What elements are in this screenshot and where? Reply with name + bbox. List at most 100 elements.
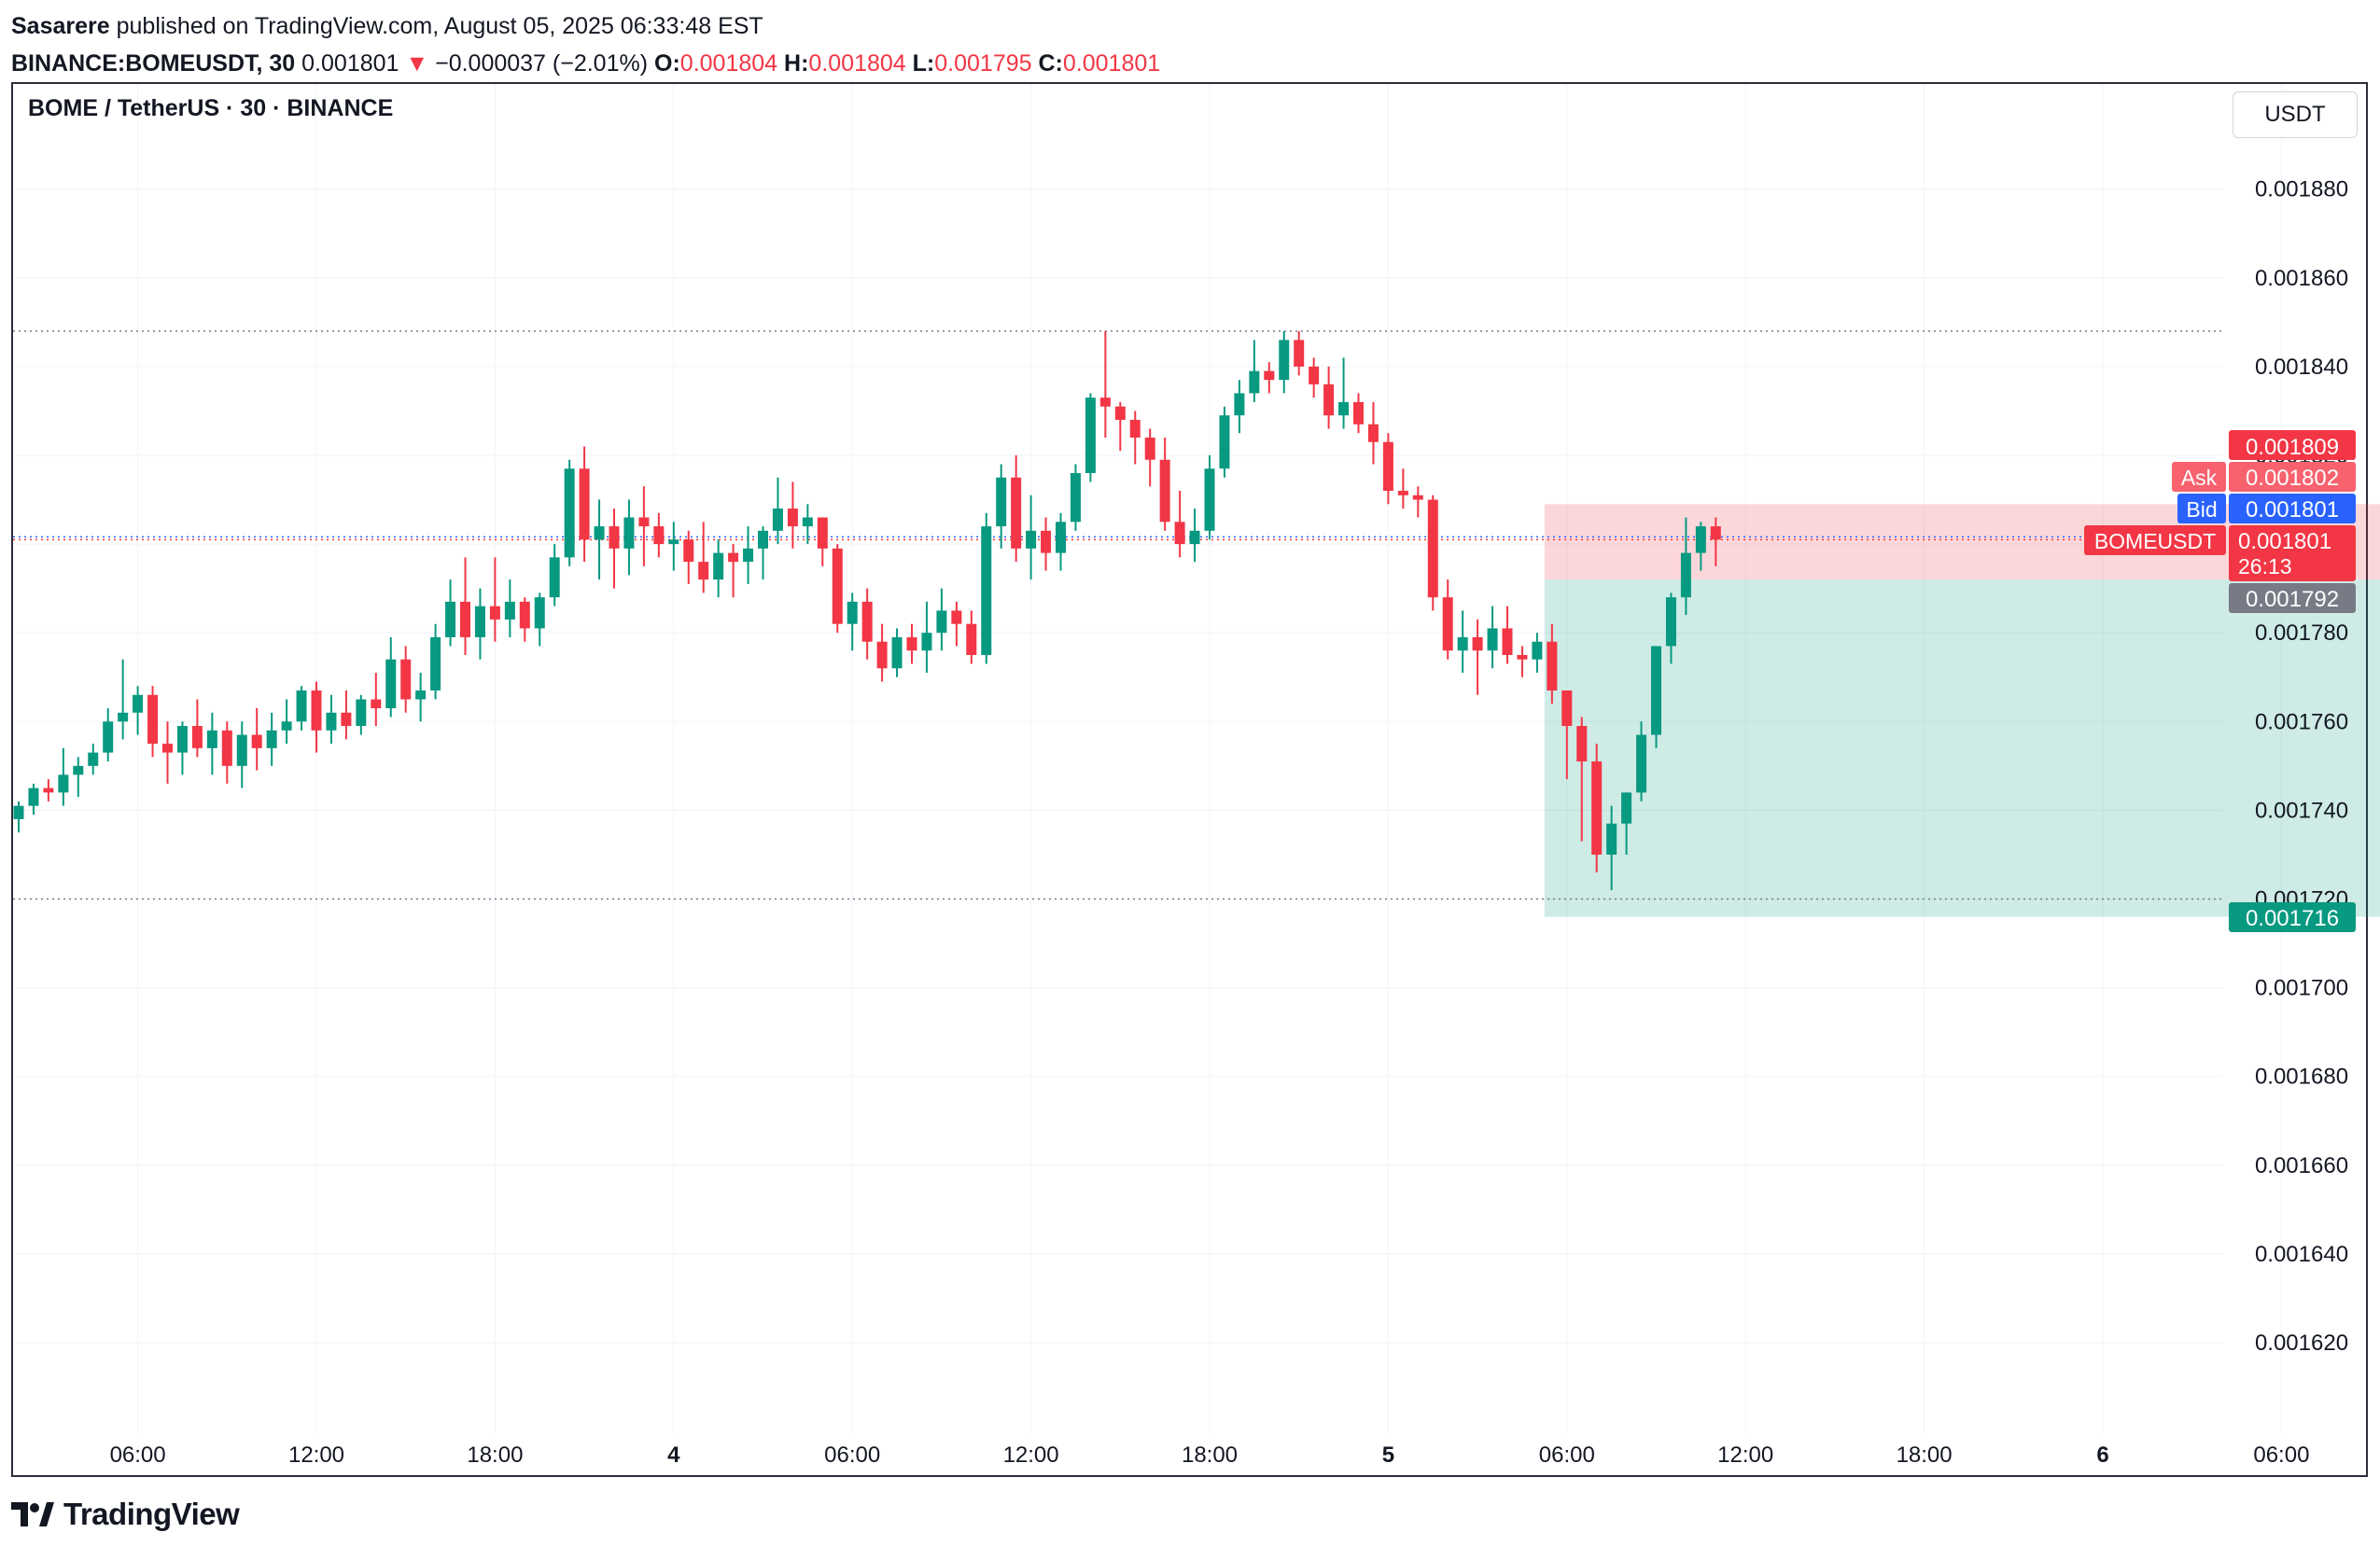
candle[interactable] (1056, 512, 1066, 571)
candle[interactable] (281, 699, 292, 745)
candle[interactable] (1442, 579, 1453, 660)
candle[interactable] (653, 512, 665, 558)
candle[interactable] (1457, 610, 1468, 673)
candle[interactable] (1323, 366, 1335, 429)
candle[interactable] (266, 712, 277, 766)
candle[interactable] (1294, 330, 1305, 376)
candle[interactable] (906, 623, 917, 664)
candle[interactable] (579, 446, 590, 563)
candle[interactable] (1606, 805, 1617, 890)
candle[interactable] (668, 522, 679, 571)
candle[interactable] (519, 597, 530, 642)
candle[interactable] (802, 504, 813, 545)
candle[interactable] (1651, 646, 1661, 748)
candle[interactable] (1219, 406, 1230, 478)
candle[interactable] (326, 694, 337, 745)
candle[interactable] (1695, 522, 1706, 571)
candle[interactable] (996, 464, 1007, 549)
candle[interactable] (951, 601, 962, 647)
candle[interactable] (609, 509, 620, 589)
candle[interactable] (400, 646, 412, 713)
candle[interactable] (147, 686, 159, 758)
candle[interactable] (460, 557, 470, 655)
candle[interactable] (549, 544, 560, 606)
candle[interactable] (861, 588, 873, 660)
candle[interactable] (296, 686, 307, 731)
candle[interactable] (28, 783, 39, 815)
candle[interactable] (1099, 330, 1111, 438)
candle[interactable] (1114, 401, 1126, 452)
candle[interactable] (489, 557, 500, 642)
candle[interactable] (728, 544, 739, 598)
candle[interactable] (1174, 491, 1185, 558)
candle[interactable] (206, 712, 217, 775)
candle[interactable] (341, 690, 352, 740)
candle[interactable] (1367, 401, 1379, 465)
candle[interactable] (1710, 517, 1721, 566)
candle[interactable] (236, 721, 247, 788)
candle[interactable] (504, 579, 515, 637)
candle[interactable] (445, 579, 456, 647)
candle[interactable] (1011, 455, 1022, 563)
candle[interactable] (1249, 340, 1260, 402)
candle[interactable] (1144, 428, 1155, 487)
candle[interactable] (1487, 606, 1498, 669)
candle[interactable] (1621, 792, 1632, 855)
candle[interactable] (88, 744, 99, 775)
candle[interactable] (221, 721, 232, 784)
candle[interactable] (58, 747, 69, 806)
candle[interactable] (817, 517, 828, 566)
candle[interactable] (1189, 509, 1200, 563)
candle[interactable] (891, 628, 903, 677)
candle[interactable] (1502, 606, 1513, 664)
candle[interactable] (191, 699, 203, 758)
candle[interactable] (1041, 517, 1052, 571)
candle[interactable] (1264, 362, 1275, 394)
candle[interactable] (1382, 433, 1393, 505)
candle[interactable] (13, 801, 24, 833)
candle[interactable] (564, 459, 575, 566)
candle[interactable] (1561, 690, 1573, 780)
candle[interactable] (118, 659, 129, 740)
candle[interactable] (1517, 646, 1528, 677)
candle[interactable] (1353, 393, 1364, 434)
candle[interactable] (787, 481, 798, 549)
candle[interactable] (713, 539, 724, 598)
candle[interactable] (1085, 393, 1096, 482)
candle[interactable] (698, 522, 709, 593)
candle[interactable] (1279, 330, 1290, 394)
candle[interactable] (73, 757, 84, 798)
candle[interactable] (251, 708, 262, 771)
candle[interactable] (311, 681, 322, 753)
candle[interactable] (176, 721, 188, 775)
candle[interactable] (638, 486, 650, 566)
candle[interactable] (43, 779, 54, 801)
candle[interactable] (1412, 486, 1423, 518)
take-profit-zone[interactable] (1544, 579, 2380, 917)
candle[interactable] (1665, 592, 1676, 664)
candle[interactable] (623, 499, 635, 576)
footer-brand[interactable]: TradingView (63, 1497, 240, 1531)
candle[interactable] (534, 592, 545, 647)
candle[interactable] (1576, 717, 1588, 842)
candle[interactable] (1636, 721, 1647, 801)
candle[interactable] (921, 601, 932, 673)
candle[interactable] (430, 623, 441, 700)
candle[interactable] (1234, 380, 1245, 434)
candle[interactable] (1338, 357, 1350, 429)
candle[interactable] (1159, 437, 1170, 531)
candle[interactable] (876, 623, 888, 682)
candle[interactable] (832, 544, 843, 634)
candle[interactable] (1397, 468, 1408, 509)
candle[interactable] (474, 588, 485, 660)
candle[interactable] (356, 694, 367, 735)
candle[interactable] (162, 721, 173, 784)
candle[interactable] (385, 636, 397, 718)
candle[interactable] (981, 512, 992, 664)
candle[interactable] (1129, 411, 1141, 465)
candle[interactable] (1309, 357, 1320, 398)
candle[interactable] (1532, 633, 1543, 673)
candle[interactable] (371, 672, 382, 727)
candle[interactable] (1026, 495, 1037, 580)
